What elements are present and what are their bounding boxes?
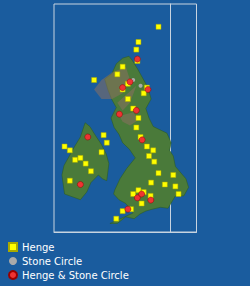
svg-text:Henge: Henge [22,242,55,253]
svg-text:Henge & Stone Circle: Henge & Stone Circle [22,270,129,281]
svg-text:Stone Circle: Stone Circle [22,256,82,267]
